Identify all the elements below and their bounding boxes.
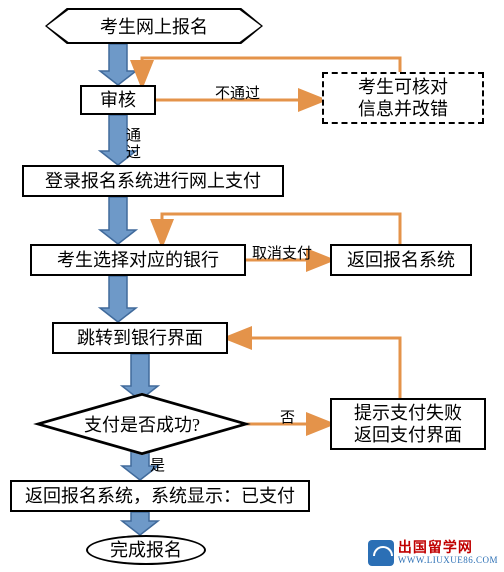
- node-login: 登录报名系统进行网上支付: [22, 165, 284, 197]
- node-start: 考生网上报名: [45, 8, 263, 44]
- edge-label: 是: [150, 454, 165, 475]
- node-bank: 考生选择对应的银行: [30, 244, 246, 276]
- edge-label: 否: [280, 406, 295, 427]
- site-watermark: 出国留学网 WWW.LIUXUE86.COM: [368, 540, 498, 566]
- node-failback: 提示支付失败 返回支付界面: [330, 398, 486, 450]
- node-fix: 考生可核对 信息并改错: [322, 72, 484, 124]
- node-return: 返回报名系统: [330, 244, 472, 276]
- watermark-text: 出国留学网 WWW.LIUXUE86.COM: [398, 542, 498, 565]
- watermark-url: WWW.LIUXUE86.COM: [398, 556, 498, 565]
- node-paid: 返回报名系统，系统显示：已支付: [10, 480, 310, 512]
- watermark-cn: 出国留学网: [398, 542, 498, 556]
- edge-label: 不通过: [215, 82, 260, 103]
- edge-label: 通过: [126, 128, 141, 161]
- edge-label: 取消支付: [252, 242, 312, 263]
- node-decide: 支付是否成功?: [120, 402, 164, 446]
- node-review: 审核: [80, 85, 156, 115]
- watermark-icon: [368, 540, 394, 566]
- node-end: 完成报名: [86, 535, 206, 565]
- node-goto: 跳转到银行界面: [52, 322, 228, 354]
